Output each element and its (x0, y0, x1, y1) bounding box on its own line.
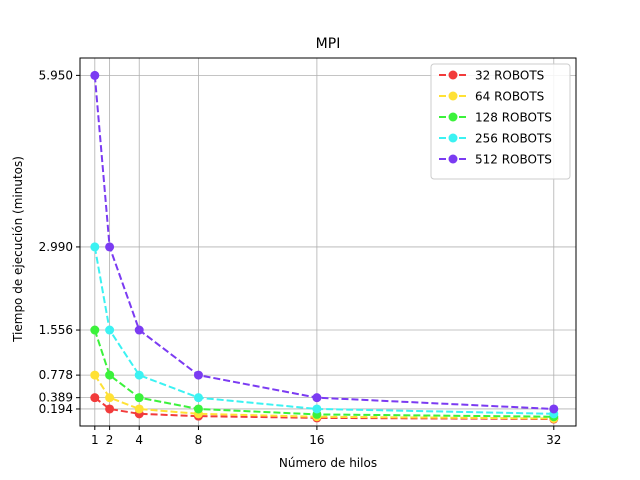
legend-label: 32 ROBOTS (475, 69, 544, 83)
data-point (549, 404, 559, 414)
data-point (134, 325, 144, 335)
legend-label: 512 ROBOTS (475, 153, 552, 167)
data-point (90, 393, 100, 403)
data-point (105, 370, 115, 380)
series-line (93, 329, 554, 418)
legend-marker (448, 112, 458, 122)
x-tick-label: 1 (91, 433, 99, 447)
data-point (90, 325, 100, 335)
series-512-robots (90, 70, 559, 414)
data-point (134, 393, 144, 403)
legend-marker (448, 154, 458, 164)
series-line (93, 75, 554, 410)
data-point (90, 242, 100, 252)
legend: 32 ROBOTS 64 ROBOTS 128 ROBOTS 256 ROBOTS 51… (430, 63, 571, 180)
y-axis-label: Tiempo de ejecución (minutos) (11, 156, 25, 343)
data-point (105, 325, 115, 335)
legend-marker (448, 133, 458, 143)
y-tick-label: 0.194 (39, 402, 73, 416)
y-tick-label: 1.556 (39, 323, 73, 337)
y-tick-label: 0.778 (39, 368, 73, 382)
legend-label: 256 ROBOTS (475, 132, 552, 146)
series-256-robots (90, 242, 559, 419)
x-tick-label: 4 (135, 433, 143, 447)
x-tick-label: 2 (106, 433, 114, 447)
y-tick-label: 2.990 (39, 240, 73, 254)
data-point (105, 393, 115, 403)
grid (80, 58, 576, 426)
data-point (312, 404, 322, 414)
legend-label: 64 ROBOTS (475, 90, 544, 104)
legend-marker (448, 91, 458, 101)
y-tick-label: 0.389 (39, 391, 73, 405)
y-tick-label: 5.950 (39, 68, 73, 82)
data-point (134, 404, 144, 414)
data-point (193, 404, 203, 414)
data-point (312, 393, 322, 403)
legend-box (430, 63, 571, 180)
data-point (193, 393, 203, 403)
plot-frame (79, 57, 577, 427)
x-axis-label: Número de hilos (279, 456, 377, 470)
legend-marker (448, 70, 458, 80)
series-group (90, 70, 559, 424)
data-point (134, 370, 144, 380)
data-point (105, 242, 115, 252)
data-point (90, 70, 100, 80)
legend-label: 128 ROBOTS (475, 111, 552, 125)
x-tick-label: 32 (546, 433, 561, 447)
series-line (93, 246, 554, 415)
x-tick-label: 8 (195, 433, 203, 447)
chart-title: MPI (316, 36, 341, 52)
data-point (105, 404, 115, 414)
x-tick-label: 16 (309, 433, 324, 447)
data-point (193, 370, 203, 380)
data-point (90, 370, 100, 380)
